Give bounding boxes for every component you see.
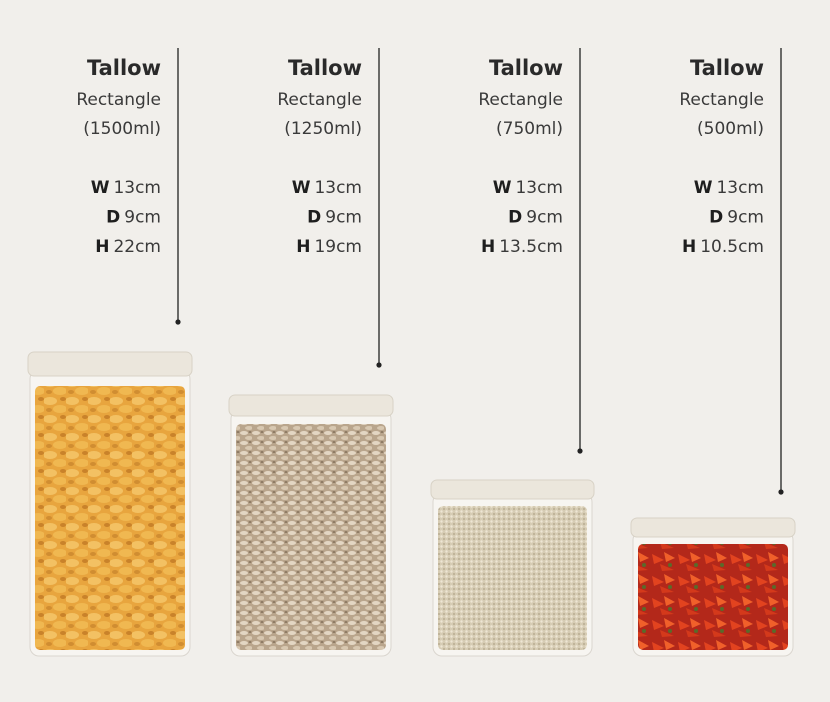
dimension-label: H bbox=[95, 237, 109, 257]
dimension-label: D bbox=[106, 208, 120, 228]
dimension-label: H bbox=[481, 237, 495, 257]
leader-dot bbox=[778, 489, 784, 495]
dimension-value: 22cm bbox=[113, 237, 161, 257]
jar bbox=[27, 351, 193, 657]
dimension: D 9cm bbox=[709, 208, 764, 228]
dimension-label: D bbox=[508, 208, 522, 228]
dimension-value: 13cm bbox=[716, 178, 764, 198]
leader-dot bbox=[175, 319, 181, 325]
jar bbox=[630, 517, 796, 657]
dimension-value: 9cm bbox=[124, 208, 161, 228]
dimension: H 13.5cm bbox=[481, 237, 563, 257]
product-name: Tallow bbox=[489, 56, 563, 80]
dimension-label: H bbox=[296, 237, 310, 257]
product-shape: Rectangle bbox=[277, 90, 362, 110]
product-name: Tallow bbox=[690, 56, 764, 80]
dimension-value: 10.5cm bbox=[700, 237, 764, 257]
dimension-value: 9cm bbox=[526, 208, 563, 228]
product-shape: Rectangle bbox=[679, 90, 764, 110]
product-volume: (750ml) bbox=[496, 119, 563, 139]
dimension-value: 9cm bbox=[325, 208, 362, 228]
jar bbox=[228, 394, 394, 657]
jar bbox=[430, 479, 595, 657]
dimension: D 9cm bbox=[307, 208, 362, 228]
dimension-label: W bbox=[292, 178, 311, 198]
dimension: W 13cm bbox=[694, 178, 764, 198]
dimension: D 9cm bbox=[508, 208, 563, 228]
dimension-value: 9cm bbox=[727, 208, 764, 228]
dimension-value: 13cm bbox=[113, 178, 161, 198]
dimension: H 22cm bbox=[95, 237, 161, 257]
product-volume: (1500ml) bbox=[83, 119, 161, 139]
dimension-value: 13.5cm bbox=[499, 237, 563, 257]
product-volume: (500ml) bbox=[697, 119, 764, 139]
dimension-label: H bbox=[682, 237, 696, 257]
product-shape: Rectangle bbox=[478, 90, 563, 110]
dimension: D 9cm bbox=[106, 208, 161, 228]
dimension: H 10.5cm bbox=[682, 237, 764, 257]
dimension-value: 19cm bbox=[314, 237, 362, 257]
dimension-value: 13cm bbox=[515, 178, 563, 198]
dimension-label: W bbox=[91, 178, 110, 198]
dimension-label: D bbox=[709, 208, 723, 228]
dimension-label: W bbox=[493, 178, 512, 198]
leader-dot bbox=[376, 362, 382, 368]
dimension: W 13cm bbox=[292, 178, 362, 198]
product-name: Tallow bbox=[87, 56, 161, 80]
dimension-label: D bbox=[307, 208, 321, 228]
dimension-value: 13cm bbox=[314, 178, 362, 198]
dimension: W 13cm bbox=[493, 178, 563, 198]
product-shape: Rectangle bbox=[76, 90, 161, 110]
dimension: H 19cm bbox=[296, 237, 362, 257]
product-name: Tallow bbox=[288, 56, 362, 80]
product-volume: (1250ml) bbox=[284, 119, 362, 139]
dimension: W 13cm bbox=[91, 178, 161, 198]
leader-dot bbox=[577, 448, 583, 454]
dimension-label: W bbox=[694, 178, 713, 198]
